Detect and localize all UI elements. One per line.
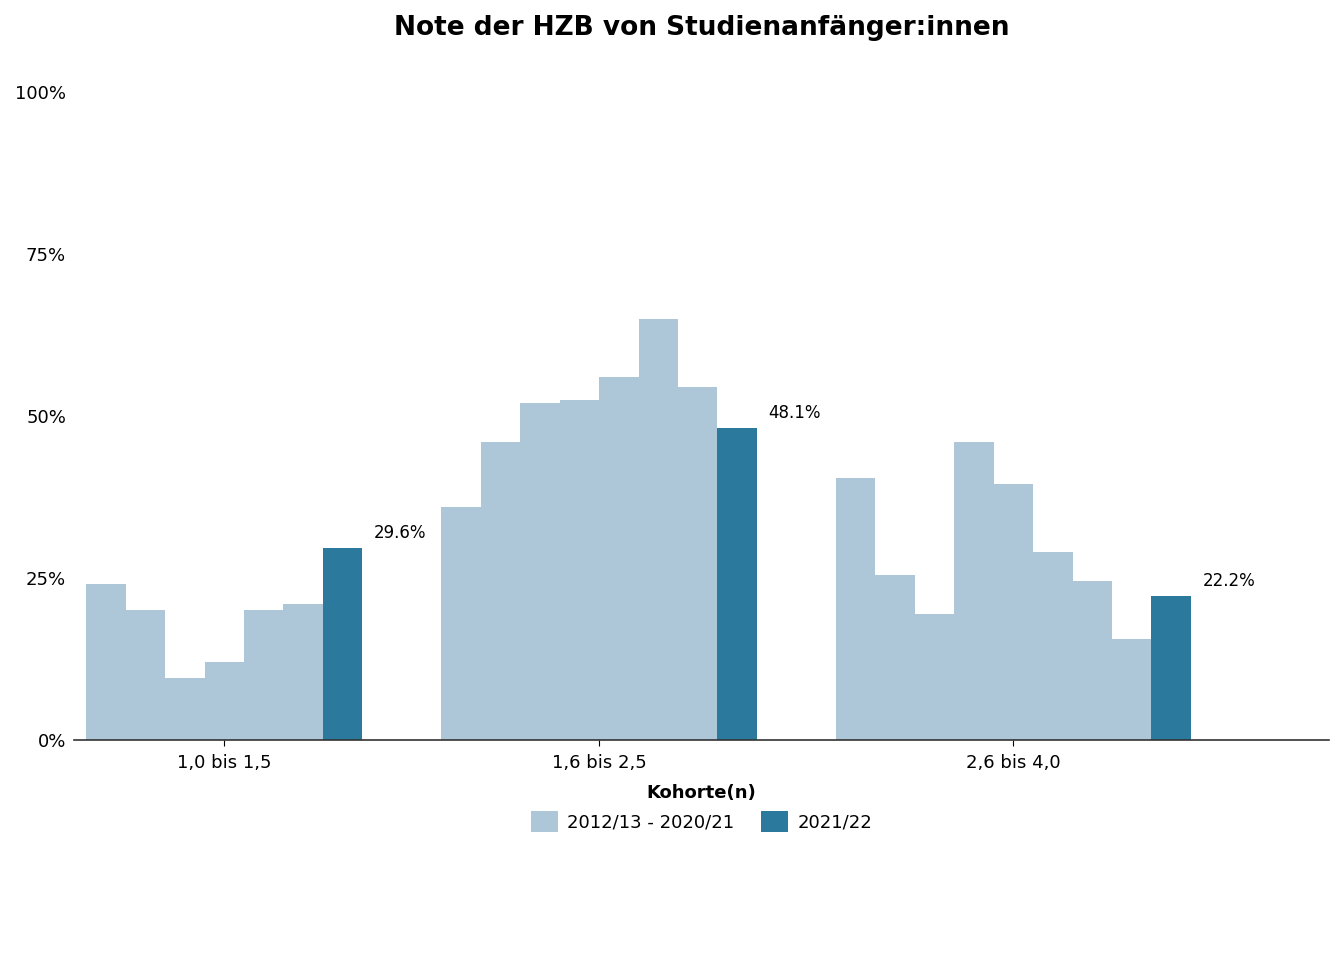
Bar [284, 604, 323, 740]
Bar [993, 484, 1034, 740]
Text: 48.1%: 48.1% [769, 404, 821, 421]
Bar [1152, 596, 1191, 740]
Bar [1034, 552, 1073, 740]
Bar [599, 377, 638, 740]
Bar [441, 507, 481, 740]
Bar [915, 613, 954, 740]
Text: 22.2%: 22.2% [1203, 571, 1255, 589]
Bar [1073, 581, 1111, 740]
Bar [638, 319, 677, 740]
Bar [520, 403, 559, 740]
Text: 29.6%: 29.6% [374, 523, 426, 541]
Bar [875, 575, 915, 740]
Bar [1111, 639, 1152, 740]
Legend: 2012/13 - 2020/21, 2021/22: 2012/13 - 2020/21, 2021/22 [524, 778, 879, 839]
Bar [954, 442, 993, 740]
Bar [559, 400, 599, 740]
Bar [165, 679, 204, 740]
Title: Note der HZB von Studienanfänger:innen: Note der HZB von Studienanfänger:innen [394, 15, 1009, 41]
Bar [481, 442, 520, 740]
Bar [204, 662, 245, 740]
Bar [86, 585, 125, 740]
Bar [245, 611, 284, 740]
Bar [718, 428, 757, 740]
Bar [836, 477, 875, 740]
Bar [323, 548, 363, 740]
Bar [677, 387, 718, 740]
Bar [125, 611, 165, 740]
